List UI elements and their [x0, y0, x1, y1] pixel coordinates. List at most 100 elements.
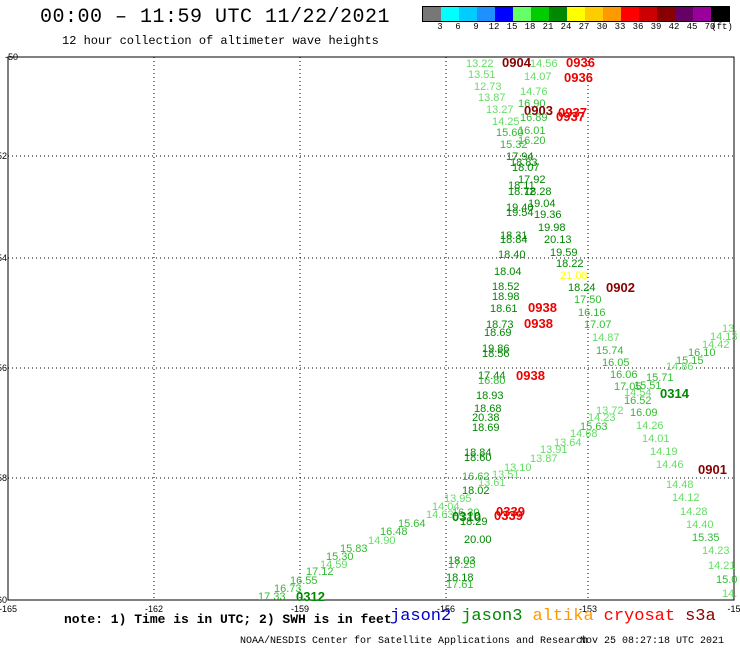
wave-height-label: 19.04 [528, 198, 556, 210]
wave-height-label: 14.07 [524, 71, 552, 83]
wave-height-label: 18.07 [512, 162, 540, 174]
legend-swatch [423, 7, 441, 21]
wave-height-label: 16.05 [602, 357, 630, 369]
wave-height-label: 15.60 [496, 127, 524, 139]
wave-height-label: 16.30 [452, 507, 480, 519]
wave-height-label: 18.02 [462, 485, 490, 497]
y-tick-label: -52 [0, 151, 7, 161]
wave-height-label: 14.87 [592, 332, 620, 344]
wave-height-label: 20.00 [464, 534, 492, 546]
legend-swatch [693, 7, 711, 21]
wave-height-label: 18.72 [508, 186, 536, 198]
wave-height-label: 14.23 [588, 412, 616, 424]
wave-height-label: 18.52 [492, 281, 520, 293]
wave-height-label: 18.29 [460, 516, 488, 528]
wave-height-label: 17.44 [478, 370, 506, 382]
legend-swatch [567, 7, 585, 21]
legend-label: 24 [560, 22, 572, 32]
wave-height-label: 13.27 [486, 104, 514, 116]
wave-height-label: 16.09 [630, 407, 658, 419]
wave-height-label: 13.87 [478, 92, 506, 104]
map-frame [7, 56, 735, 601]
legend-swatch [657, 7, 675, 21]
wave-height-label: 14. [722, 588, 737, 600]
wave-height-label: 18.28 [524, 186, 552, 198]
wave-height-label: 17.33 [258, 591, 286, 603]
pass-time-label: 0902 [606, 280, 635, 295]
wave-height-label: 19.86 [482, 343, 510, 355]
wave-height-label: 18.93 [476, 390, 504, 402]
wave-height-label: 15.30 [326, 551, 354, 563]
page-title: 00:00 – 11:59 UTC 11/22/2021 [40, 6, 391, 29]
legend-label: 15 [506, 22, 518, 32]
wave-height-label: 14.25 [492, 116, 520, 128]
legend-swatch [495, 7, 513, 21]
wave-height-label: 19.40 [506, 202, 534, 214]
pass-time-label: 0901 [698, 462, 727, 477]
wave-height-label: 14.28 [680, 506, 708, 518]
x-tick-label: -153 [579, 604, 597, 614]
wave-height-label: 14.68 [570, 428, 598, 440]
pass-time-label: 0312 [296, 589, 325, 604]
wave-height-label: 18.03 [448, 555, 476, 567]
timestamp-text: Nov 25 08:27:18 UTC 2021 [580, 636, 725, 647]
wave-height-label: 17.07 [584, 319, 612, 331]
wave-height-label: 13. [722, 323, 737, 335]
wave-height-label: 16.16 [578, 307, 606, 319]
legend-swatch [639, 7, 657, 21]
wave-height-label: 20.13 [544, 234, 572, 246]
legend-label: 21 [542, 22, 554, 32]
wave-height-label: 14.76 [520, 86, 548, 98]
wave-height-label: 15.32 [500, 139, 528, 151]
legend-swatch [603, 7, 621, 21]
x-tick-label: -15 [727, 604, 740, 614]
wave-height-label: 13.10 [504, 462, 532, 474]
pass-time-label: 0936 [566, 55, 595, 70]
wave-height-label: 19.54 [506, 207, 534, 219]
x-tick-label: -165 [0, 604, 17, 614]
legend-swatch [513, 7, 531, 21]
page-subtitle: 12 hour collection of altimeter wave hei… [62, 34, 379, 48]
wave-height-label: 14.01 [642, 433, 670, 445]
wave-height-label: 17.05 [614, 381, 642, 393]
legend-swatch [585, 7, 603, 21]
wave-height-label: 19.36 [534, 209, 562, 221]
pass-time-label: 0903 [524, 103, 553, 118]
wave-height-label: 14.21 [708, 560, 736, 572]
legend-label: 3 [437, 22, 443, 32]
wave-height-label: 16.55 [290, 575, 318, 587]
legend-label: 70 [704, 22, 716, 32]
wave-height-label: 14.48 [666, 479, 694, 491]
wave-height-label: 13.87 [530, 453, 558, 465]
legend-swatch [675, 7, 693, 21]
wave-height-label: 18.18 [446, 572, 474, 584]
legend-label: 39 [650, 22, 662, 32]
wave-height-label: 15.74 [596, 345, 624, 357]
pass-time-label: 0314 [660, 386, 690, 401]
wave-height-label: 14.86 [666, 361, 694, 373]
wave-height-label: 17.92 [518, 174, 546, 186]
wave-height-label: 18.84 [464, 447, 492, 459]
wave-height-label: 19.98 [538, 222, 566, 234]
wave-height-label: 16.52 [624, 395, 652, 407]
wave-height-label: 17.50 [574, 294, 602, 306]
legend-swatch [459, 7, 477, 21]
wave-height-label: 18.69 [472, 422, 500, 434]
wave-height-label: 14.59 [320, 559, 348, 571]
wave-height-label: 16.62 [462, 471, 490, 483]
wave-height-label: 17.12 [306, 566, 334, 578]
pass-time-label: 0938 [528, 300, 557, 315]
wave-height-label: 15.15 [676, 355, 704, 367]
pass-time-label: 0938 [524, 316, 553, 331]
wave-height-label: 18.68 [474, 403, 502, 415]
wave-height-label: 16.48 [380, 526, 408, 538]
wave-height-label: 18.22 [556, 258, 584, 270]
wave-height-label: 18.56 [482, 348, 510, 360]
wave-height-label: 18.24 [568, 282, 596, 294]
wave-height-label: 14.46 [656, 459, 684, 471]
wave-height-label: 14.19 [650, 446, 678, 458]
wave-height-label: 18.73 [486, 319, 514, 331]
wave-height-label: 13.51 [468, 69, 496, 81]
wave-height-label: 15.63 [580, 421, 608, 433]
